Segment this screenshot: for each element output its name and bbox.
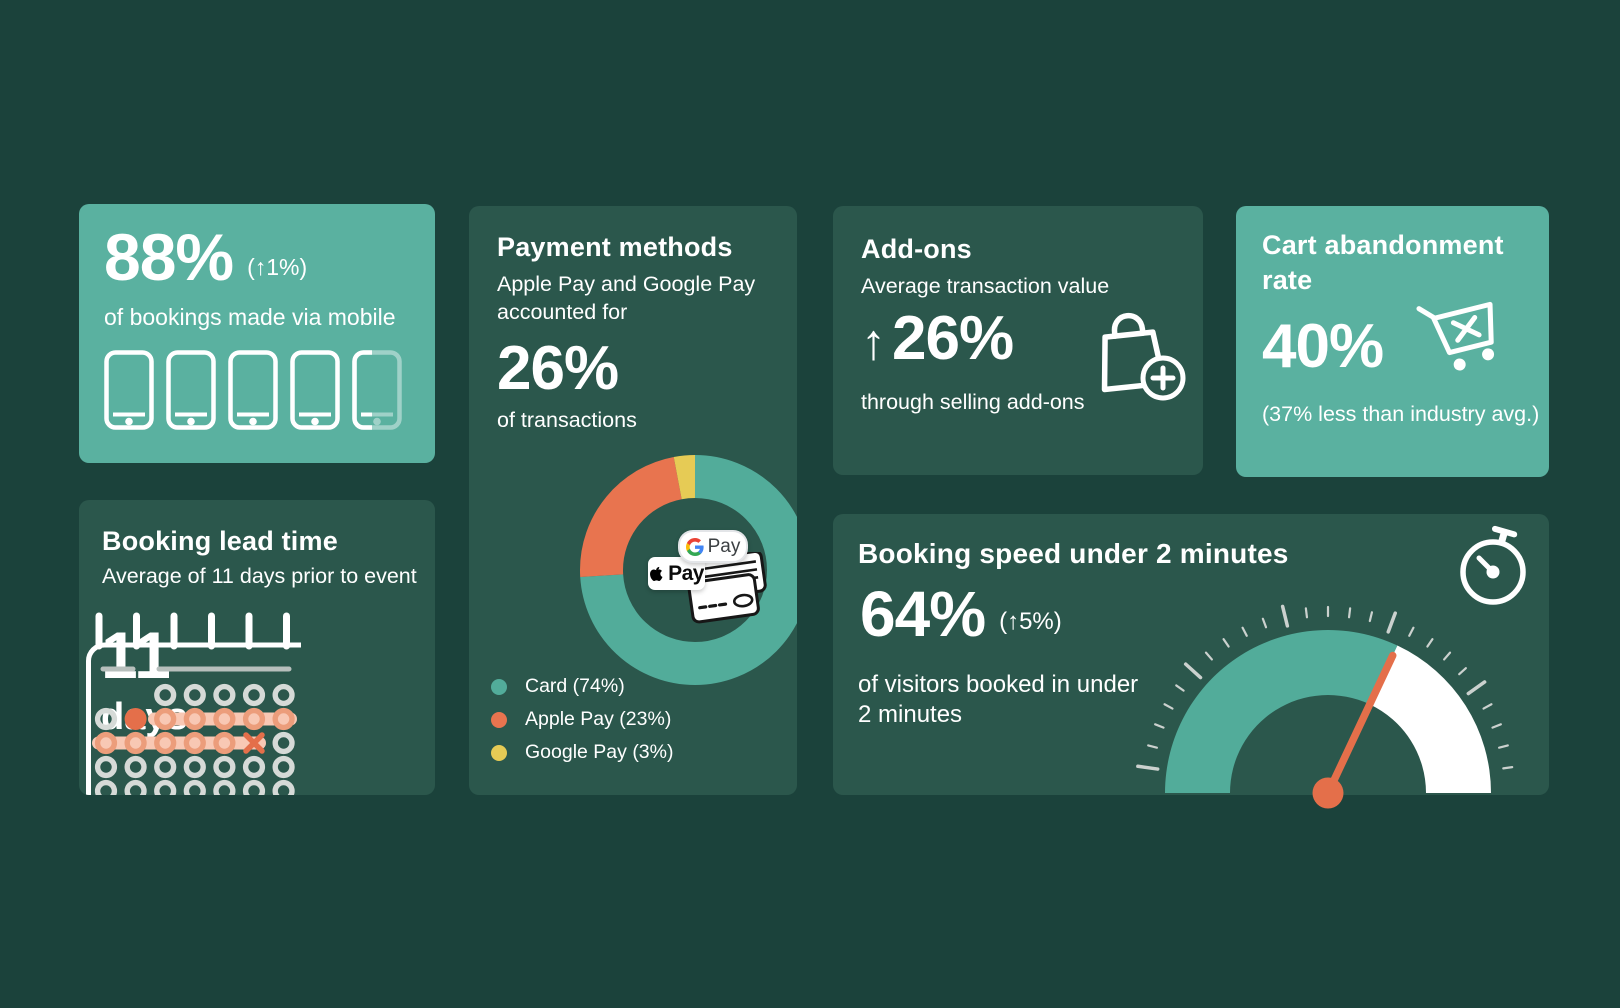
credit-cards-icon [687, 552, 767, 624]
google-logo-icon [685, 537, 704, 556]
speed-stat-value: 64% [860, 578, 986, 650]
up-arrow-glyph: ↑ [861, 314, 886, 370]
payment-donut-chart [580, 455, 797, 685]
card-add-ons: Add-ons Average transaction value ↑ 26% … [833, 206, 1203, 475]
legend-dot [491, 711, 507, 728]
legend-label: Apple Pay (23%) [525, 708, 672, 730]
addons-caption: through selling add-ons [861, 390, 1085, 414]
mobile-stat-row: 88% (↑1%) [104, 224, 307, 290]
mobile-caption: of bookings made via mobile [104, 304, 396, 330]
abandoned-cart-icon [1416, 301, 1495, 371]
lead-time-subtitle: Average of 11 days prior to event [102, 564, 417, 588]
calendar-icon [86, 612, 301, 795]
payment-title: Payment methods [497, 232, 733, 262]
mobile-stat-delta: (↑1%) [247, 254, 308, 280]
speed-caption: of visitors booked in under 2 minutes [858, 671, 1139, 728]
gpay-badge: Pay [678, 530, 748, 563]
speed-title: Booking speed under 2 minutes [858, 538, 1289, 569]
shopping-bag-plus-icon [1101, 312, 1186, 401]
gpay-label: Pay [707, 535, 741, 557]
addons-stat-row: ↑ 26% [861, 304, 1014, 373]
legend-dot [491, 744, 507, 761]
cart-title: Cart abandonment rate [1262, 230, 1504, 296]
smartphone-icon [228, 350, 278, 430]
cart-stat-value: 40% [1262, 312, 1384, 381]
speed-stat-delta: (↑5%) [999, 608, 1062, 635]
payment-stat-value: 26% [497, 334, 619, 403]
speed-gauge-chart [1136, 604, 1514, 809]
apple-logo-icon [650, 566, 663, 581]
card-payment-methods: Payment methods Apple Pay and Google Pay… [469, 206, 797, 795]
legend-item: Google Pay (3%) [491, 736, 674, 769]
legend-dot [491, 678, 507, 695]
donut-legend: Card (74%) Apple Pay (23%) Google Pay (3… [491, 670, 674, 769]
smartphone-icon [166, 350, 216, 430]
payment-caption: of transactions [497, 408, 637, 432]
mobile-stat-value: 88% [104, 220, 234, 294]
card-mobile-bookings: 88% (↑1%) of bookings made via mobile [79, 204, 435, 463]
addons-stat-value: 26% [892, 304, 1014, 373]
smartphone-icon [290, 350, 340, 430]
smartphone-icon [352, 350, 402, 430]
lead-time-title: Booking lead time [102, 526, 338, 556]
smartphone-icons [104, 350, 402, 430]
payment-subtitle: Apple Pay and Google Pay accounted for [497, 272, 756, 325]
legend-label: Card (74%) [525, 675, 625, 697]
legend-item: Card (74%) [491, 670, 674, 703]
legend-item: Apple Pay (23%) [491, 703, 674, 736]
speed-stat-row: 64% (↑5%) [860, 582, 1062, 646]
card-cart-abandonment: Cart abandonment rate 40% (37% less than… [1236, 206, 1549, 477]
applepay-label: Pay [668, 561, 704, 585]
cart-note: (37% less than industry avg.) [1262, 402, 1540, 426]
legend-label: Google Pay (3%) [525, 741, 674, 763]
addons-subtitle: Average transaction value [861, 274, 1110, 298]
addons-title: Add-ons [861, 234, 972, 264]
card-booking-speed: Booking speed under 2 minutes 64% (↑5%) … [833, 514, 1549, 809]
smartphone-icon [104, 350, 154, 430]
card-booking-lead-time: Booking lead time Average of 11 days pri… [79, 500, 435, 795]
stopwatch-icon [1460, 525, 1526, 605]
